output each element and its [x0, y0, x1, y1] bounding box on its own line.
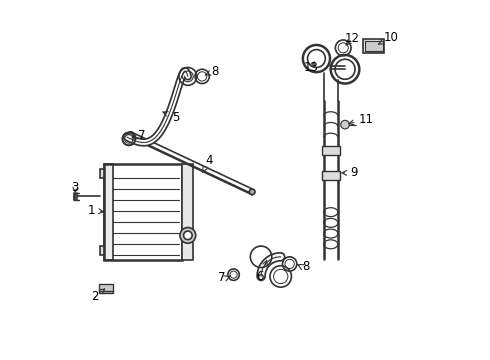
Text: 4: 4	[202, 154, 213, 172]
Text: 10: 10	[379, 31, 399, 44]
Bar	[100, 169, 104, 178]
Circle shape	[184, 231, 192, 240]
Text: 3: 3	[72, 181, 79, 194]
Text: 8: 8	[205, 64, 219, 77]
Text: 11: 11	[349, 113, 374, 126]
Bar	[98, 284, 113, 293]
Bar	[100, 246, 104, 255]
Bar	[322, 171, 340, 180]
Text: 1: 1	[88, 204, 103, 217]
Text: 9: 9	[342, 166, 358, 179]
Bar	[182, 164, 193, 260]
Circle shape	[341, 120, 349, 129]
Text: 7: 7	[218, 271, 225, 284]
Circle shape	[180, 228, 196, 243]
Text: 6: 6	[257, 261, 267, 283]
Bar	[104, 164, 113, 260]
Text: 7: 7	[132, 129, 145, 142]
Circle shape	[249, 189, 255, 195]
Circle shape	[128, 132, 134, 138]
Bar	[322, 146, 340, 155]
Bar	[365, 41, 383, 51]
Text: 5: 5	[163, 111, 179, 124]
Text: 13: 13	[304, 61, 318, 74]
Bar	[104, 164, 182, 260]
Text: 8: 8	[302, 260, 309, 273]
Text: 12: 12	[344, 32, 360, 45]
Text: 2: 2	[91, 289, 105, 303]
Bar	[363, 39, 384, 53]
